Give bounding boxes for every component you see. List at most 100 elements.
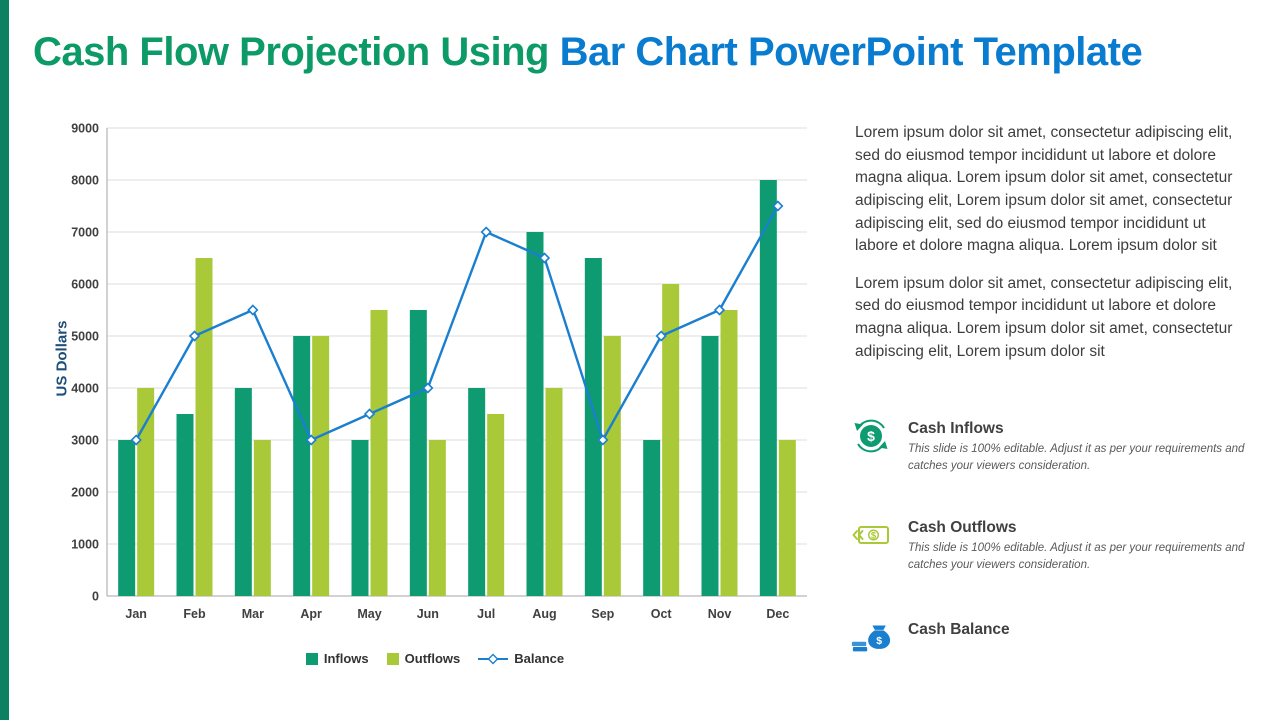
legend-label: Balance (514, 651, 565, 666)
balance-marker-jul (480, 226, 492, 238)
y-axis-title: US Dollars (53, 320, 71, 397)
bar-outflows-jun (428, 440, 446, 596)
feature-description: This slide is 100% editable. Adjust it a… (908, 542, 1245, 571)
axes (106, 128, 807, 597)
svg-text:Jul: Jul (477, 607, 495, 621)
legend-label: Inflows (323, 651, 369, 666)
bar-inflows-jul (468, 388, 486, 596)
bar-outflows-nov (720, 310, 738, 596)
balance-marker-may (363, 408, 376, 420)
feature-cash-inflows: $ Cash Inflows This slide is 100% editab… (850, 415, 1254, 474)
legend-inflows: Inflows (305, 651, 369, 666)
bar-outflows-sep (603, 336, 621, 596)
svg-text:4000: 4000 (71, 382, 99, 396)
bar-inflows-jun (409, 310, 427, 596)
svg-text:Nov: Nov (708, 607, 732, 621)
svg-text:Sep: Sep (591, 607, 614, 621)
bar-inflows-mar (234, 388, 252, 596)
svg-text:2000: 2000 (71, 486, 99, 500)
svg-text:3000: 3000 (71, 434, 99, 448)
balance-marker-aug (538, 252, 551, 264)
bar-inflows-dec (759, 180, 777, 596)
gridlines (107, 127, 807, 597)
legend-line-swatch (478, 653, 509, 664)
svg-text:1000: 1000 (71, 538, 99, 552)
chart-area: US Dollars 0 1000 2000 3000 4000 5000 6000 7000… (53, 112, 815, 666)
svg-text:Aug: Aug (532, 607, 556, 621)
bar-outflows-aug (545, 388, 563, 596)
feature-title: Cash Inflows (908, 420, 1004, 437)
balance-marker-jan (130, 434, 142, 446)
balance-marker-dec (772, 200, 784, 212)
legend-balance: Balance (478, 651, 564, 666)
svg-text:$: $ (876, 635, 882, 647)
bar-outflows-mar (253, 440, 271, 596)
cash-balance-icon: $ (850, 616, 896, 663)
accent-strip (0, 0, 9, 720)
bar-outflows-may (370, 310, 388, 596)
cash-flow-chart: 0 1000 2000 3000 4000 5000 6000 7000 8000 9000 Jan… (71, 122, 807, 621)
feature-title: Cash Balance (908, 621, 1010, 638)
cash-inflows-icon: $ (850, 415, 896, 462)
page-title: Cash Flow Projection Using Bar Chart Pow… (33, 30, 1253, 75)
x-axis-labels: Jan Feb Mar Apr May Jun Jul Aug Sep Oct Nov Dec (125, 607, 789, 621)
svg-text:$: $ (867, 428, 875, 444)
balance-marker-apr (305, 434, 317, 446)
feature-text: Cash Balance (908, 616, 1010, 642)
bar-inflows-may (351, 440, 369, 596)
bar-outflows-dec (778, 440, 796, 596)
bar-inflows-aug (526, 232, 544, 596)
balance-marker-nov (713, 304, 726, 316)
legend-swatch (386, 652, 399, 665)
feature-title: Cash Outflows (908, 519, 1017, 536)
title-part-1: Cash Flow Projection Using (33, 30, 560, 74)
bar-inflows-feb (176, 414, 194, 596)
feature-cash-balance: $ Cash Balance (850, 616, 1254, 663)
svg-text:9000: 9000 (71, 122, 99, 136)
title-part-2: Bar Chart PowerPoint Template (559, 30, 1143, 74)
svg-text:8000: 8000 (71, 174, 99, 188)
chart-legend: Inflows Outflows Balance (55, 651, 815, 666)
svg-text:Jun: Jun (417, 607, 439, 621)
y-axis-tick-labels: 0 1000 2000 3000 4000 5000 6000 7000 8000 9000 (71, 122, 99, 604)
svg-text:Feb: Feb (183, 607, 206, 621)
bar-inflows-sep (584, 258, 602, 596)
balance-marker-oct (655, 330, 667, 342)
paragraph-1: Lorem ipsum dolor sit amet, consectetur … (855, 124, 1233, 255)
body-text: Lorem ipsum dolor sit amet, consectetur … (855, 122, 1249, 378)
balance-marker-feb (188, 330, 201, 342)
bar-outflows-feb (195, 258, 213, 596)
balance-marker-jun (422, 382, 434, 394)
svg-text:0: 0 (92, 590, 99, 604)
svg-text:Mar: Mar (242, 607, 264, 621)
svg-text:7000: 7000 (71, 226, 99, 240)
bar-outflows-oct (662, 284, 680, 596)
legend-label: Outflows (404, 651, 461, 666)
svg-text:Oct: Oct (651, 607, 673, 621)
bar-inflows-jan (118, 440, 136, 596)
balance-marker-mar (247, 304, 259, 316)
bar-outflows-apr (312, 336, 330, 596)
svg-text:$: $ (871, 531, 877, 542)
paragraph-2: Lorem ipsum dolor sit amet, consectetur … (855, 274, 1233, 360)
svg-text:Dec: Dec (766, 607, 789, 621)
svg-text:Apr: Apr (300, 607, 322, 621)
feature-cash-outflows: $ Cash Outflows This slide is 100% edita… (850, 514, 1254, 573)
bar-outflows-jul (487, 414, 505, 596)
balance-marker-sep (597, 434, 609, 446)
legend-swatch (305, 652, 318, 665)
feature-text: Cash Inflows This slide is 100% editable… (908, 415, 1254, 474)
svg-text:6000: 6000 (71, 278, 99, 292)
bar-inflows-oct (643, 440, 661, 596)
bars (118, 180, 796, 596)
balance-line (130, 200, 784, 446)
bar-outflows-jan (137, 388, 155, 596)
cash-outflows-icon: $ (850, 514, 896, 561)
feature-text: Cash Outflows This slide is 100% editabl… (908, 514, 1254, 573)
svg-text:Jan: Jan (125, 607, 147, 621)
svg-text:5000: 5000 (71, 330, 99, 344)
feature-description: This slide is 100% editable. Adjust it a… (908, 443, 1245, 472)
legend-outflows: Outflows (386, 651, 461, 666)
bar-inflows-nov (701, 336, 719, 596)
